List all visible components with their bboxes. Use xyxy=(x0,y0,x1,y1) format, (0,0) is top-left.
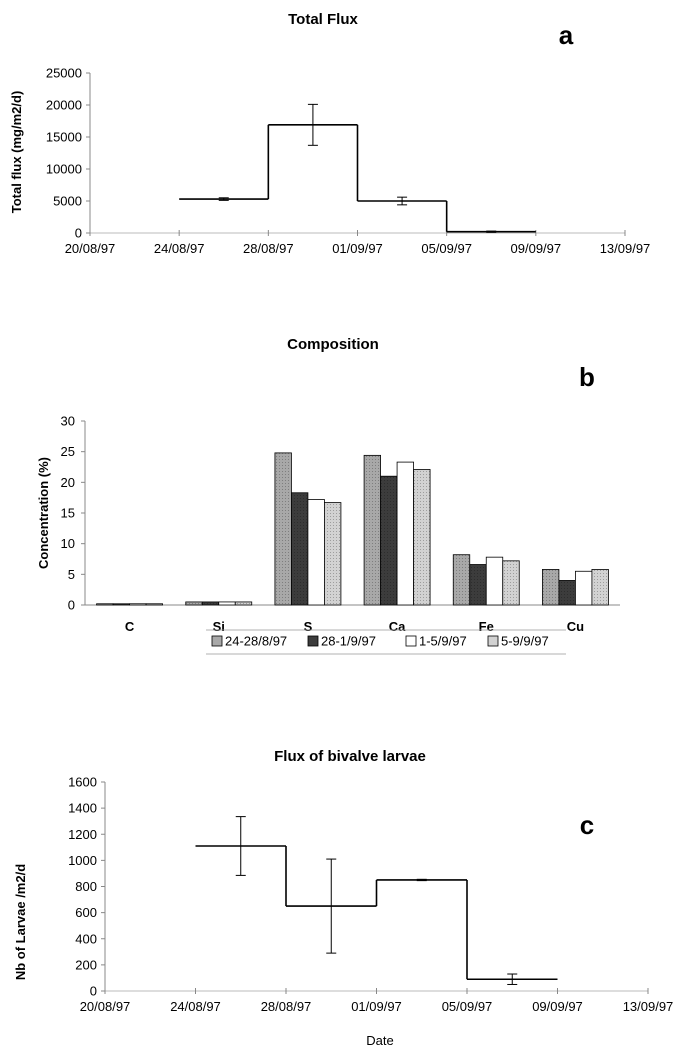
chart-b-legend-swatch xyxy=(405,635,417,647)
chart-b-bar xyxy=(145,603,163,606)
chart-a-y-tick-label: 5000 xyxy=(53,194,82,209)
chart-c-y-tick-label: 1400 xyxy=(68,801,97,816)
chart-a-y-tick-label: 20000 xyxy=(46,98,82,113)
chart-b-title: Composition xyxy=(287,336,379,353)
chart-a-y-tick-label: 10000 xyxy=(46,162,82,177)
chart-a-y-axis-label: Total flux (mg/m2/d) xyxy=(9,91,24,214)
chart-b-legend-label: 24-28/8/97 xyxy=(225,634,287,649)
chart-b-bar xyxy=(218,601,236,606)
chart-c-x-tick-label: 05/09/97 xyxy=(442,999,493,1014)
chart-a-x-tick-label: 13/09/97 xyxy=(600,241,651,256)
chart-b-category-label: Fe xyxy=(479,619,494,634)
chart-b-legend-swatch xyxy=(211,635,223,647)
chart-b-bar-texture xyxy=(364,455,381,605)
chart-a-x-tick-label: 20/08/97 xyxy=(65,241,116,256)
chart-c-y-tick-label: 800 xyxy=(75,879,97,894)
chart-c-y-tick-label: 600 xyxy=(75,905,97,920)
chart-c-y-tick-label: 400 xyxy=(75,931,97,946)
chart-b-bar xyxy=(575,570,593,606)
chart-b-bar xyxy=(129,603,147,606)
chart-b-bar-texture xyxy=(291,492,308,605)
chart-b-bar-texture xyxy=(542,569,559,605)
chart-a-title: Total Flux xyxy=(288,11,358,28)
chart-b-legend-label: 5-9/9/97 xyxy=(501,634,549,649)
chart-c-y-tick-label: 1000 xyxy=(68,853,97,868)
chart-c-plot: 0 200 400 600 800 1000 1200 1400 1600 20/08/97 24/… xyxy=(68,775,673,1015)
chart-b-bar xyxy=(485,556,504,606)
chart-b-plot: 0 5 10 15 20 25 30 C Si S Ca Fe Cu 24-28/8/97 28-1/9/9… xyxy=(61,414,620,655)
chart-a-x-tick-label: 09/09/97 xyxy=(511,241,562,256)
chart-a-y-tick-label: 15000 xyxy=(46,130,82,145)
chart-b-y-tick-label: 15 xyxy=(61,506,75,521)
chart-b-category-label: Cu xyxy=(567,619,584,634)
chart-b-bar xyxy=(96,603,114,606)
chart-b-legend-label: 28-1/9/97 xyxy=(321,634,376,649)
chart-c-y-tick-label: 1200 xyxy=(68,827,97,842)
chart-a-x-tick-label: 28/08/97 xyxy=(243,241,294,256)
chart-c-title: Flux of bivalve larvae xyxy=(274,748,426,765)
chart-b-bar xyxy=(112,603,130,606)
chart-b-y-tick-label: 0 xyxy=(68,598,75,613)
chart-b-category-label: Ca xyxy=(389,619,406,634)
chart-b-y-tick-label: 10 xyxy=(61,536,75,551)
chart-c-x-tick-label: 09/09/97 xyxy=(532,999,583,1014)
chart-b-y-tick-label: 20 xyxy=(61,475,75,490)
chart-b-panel-letter: b xyxy=(579,362,595,392)
chart-c-y-axis-label: Nb of Larvae /m2/d xyxy=(13,864,28,980)
chart-c-x-tick-label: 28/08/97 xyxy=(261,999,312,1014)
chart-b-bar-texture xyxy=(591,569,609,605)
chart-b-bar xyxy=(396,461,414,606)
chart-c-x-tick-label: 24/08/97 xyxy=(170,999,221,1014)
chart-b-bar-texture xyxy=(453,554,470,605)
chart-c-x-axis-label: Date xyxy=(366,1033,393,1048)
chart-b-bar-texture xyxy=(324,502,341,605)
chart-b-bar-texture xyxy=(380,476,398,605)
chart-b-bar-texture xyxy=(502,560,520,605)
chart-c-panel-letter: c xyxy=(580,810,594,840)
chart-b-bar-texture xyxy=(274,452,292,605)
chart-b-bar-texture xyxy=(235,601,252,605)
chart-b-bar-texture xyxy=(558,580,576,605)
chart-b-y-tick-label: 25 xyxy=(61,444,75,459)
chart-b-bar-texture xyxy=(185,601,203,605)
chart-b-y-axis-label: Concentration (%) xyxy=(36,457,51,569)
chart-a-x-tick-label: 05/09/97 xyxy=(421,241,472,256)
chart-a-plot: 0 5000 10000 15000 20000 25000 20/08/97 24/08/9… xyxy=(46,66,650,257)
chart-a-panel-letter: a xyxy=(559,20,574,50)
chart-c-x-tick-label: 20/08/97 xyxy=(80,999,131,1014)
chart-b-bar xyxy=(307,499,325,606)
chart-b-bar-texture xyxy=(413,469,431,605)
chart-a-x-tick-label: 24/08/97 xyxy=(154,241,205,256)
chart-b-category-label: Si xyxy=(213,619,225,634)
chart-a-x-tick-label: 01/09/97 xyxy=(332,241,383,256)
chart-a-y-tick-label: 0 xyxy=(75,226,82,241)
chart-b-legend-swatch xyxy=(307,635,319,647)
chart-b-bar-texture xyxy=(202,601,219,605)
chart-c-y-tick-label: 0 xyxy=(90,984,97,999)
chart-b-bar-texture xyxy=(469,564,487,605)
chart-c-y-tick-label: 200 xyxy=(75,957,97,972)
chart-b-legend-swatch xyxy=(487,635,499,647)
chart-b-category-label: S xyxy=(304,619,313,634)
chart-c-x-tick-label: 01/09/97 xyxy=(351,999,402,1014)
chart-b-legend-label: 1-5/9/97 xyxy=(419,634,467,649)
chart-c-x-tick-label: 13/09/97 xyxy=(623,999,674,1014)
chart-a-y-tick-label: 25000 xyxy=(46,66,82,81)
chart-b-y-tick-label: 5 xyxy=(68,567,75,582)
chart-b-category-label: C xyxy=(125,619,135,634)
chart-b-y-tick-label: 30 xyxy=(61,414,75,429)
chart-c-y-tick-label: 1600 xyxy=(68,775,97,790)
